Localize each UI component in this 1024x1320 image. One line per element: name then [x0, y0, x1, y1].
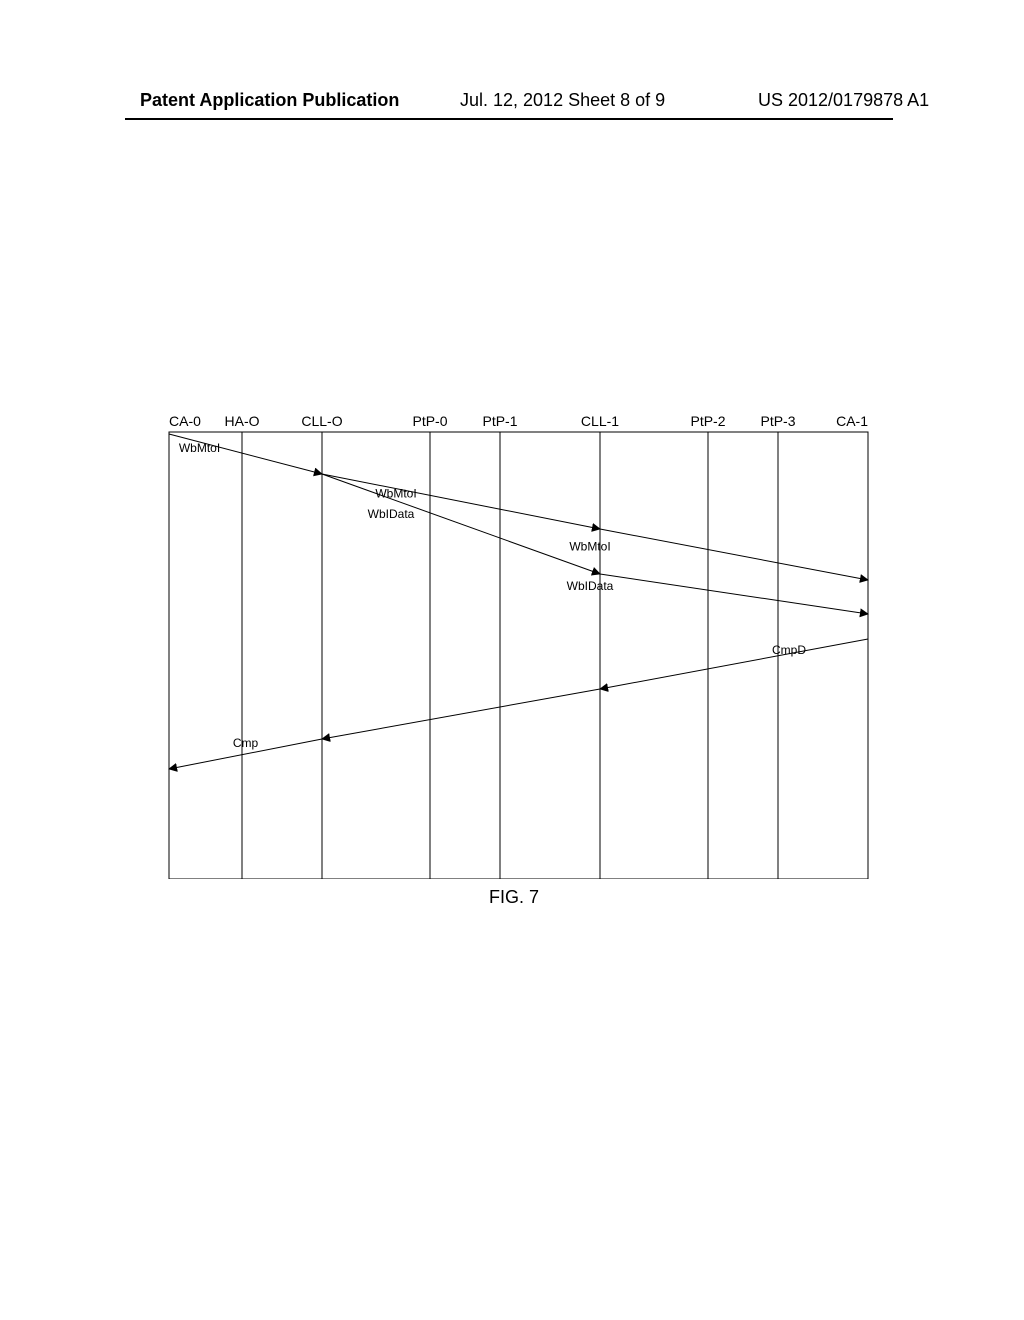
lifeline-title: PtP-0 [412, 414, 447, 429]
message-label: WbMtoI [375, 487, 416, 501]
lifeline-title: CLL-1 [581, 414, 619, 429]
message-label: WbMtoI [569, 540, 610, 554]
figure-caption: FIG. 7 [489, 887, 539, 908]
message-arrow [322, 474, 600, 574]
lifeline-title: CA-1 [836, 414, 868, 429]
message-arrow [322, 474, 600, 529]
message-label: WbIData [368, 507, 415, 521]
header-right: US 2012/0179878 A1 [758, 90, 929, 111]
message-arrow [600, 574, 868, 614]
lifeline-title: HA-O [225, 414, 260, 429]
sequence-diagram: CA-0 HA-O CLL-O PtP-0 PtP-1 CLL-1 PtP-2 PtP-3 CA… [155, 414, 875, 879]
lifeline-title: PtP-1 [482, 414, 517, 429]
message-label: Cmp [233, 736, 259, 750]
page-root: Patent Application Publication Jul. 12, … [0, 0, 1024, 1320]
header-left: Patent Application Publication [140, 90, 399, 111]
lifeline-title: CA-0 [169, 414, 201, 429]
diagram-border [169, 432, 868, 879]
lifeline-title: PtP-2 [690, 414, 725, 429]
message-arrow [600, 529, 868, 580]
message-label: CmpD [772, 643, 806, 657]
message-arrow [322, 689, 600, 739]
lifeline-title: CLL-O [301, 414, 342, 429]
message-label: WbIData [567, 579, 614, 593]
message-label: WbMtoI [179, 441, 220, 455]
lifeline-title: PtP-3 [760, 414, 795, 429]
message-arrow [600, 639, 868, 689]
header-rule [125, 118, 893, 121]
header-center: Jul. 12, 2012 Sheet 8 of 9 [460, 90, 665, 111]
